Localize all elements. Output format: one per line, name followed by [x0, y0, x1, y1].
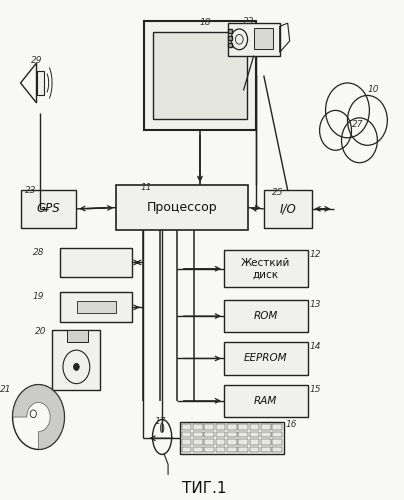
Bar: [77, 302, 116, 314]
Bar: [216, 447, 225, 452]
Bar: [227, 432, 237, 437]
Text: GPS: GPS: [37, 202, 60, 215]
Text: ΤИГ.1: ΤИГ.1: [182, 481, 226, 496]
Bar: [61, 292, 132, 322]
Bar: [272, 432, 282, 437]
Bar: [238, 432, 248, 437]
Bar: [227, 447, 237, 452]
Bar: [261, 424, 271, 430]
Bar: [224, 342, 307, 374]
Text: 28: 28: [32, 248, 44, 256]
Text: 23: 23: [25, 186, 36, 195]
Bar: [193, 447, 203, 452]
Text: 15: 15: [309, 384, 321, 394]
Bar: [238, 424, 248, 430]
Bar: [180, 422, 284, 454]
Bar: [193, 432, 203, 437]
Text: 14: 14: [309, 342, 321, 351]
Text: RAM: RAM: [254, 396, 278, 406]
Bar: [250, 439, 259, 445]
Bar: [227, 424, 237, 430]
Bar: [254, 28, 274, 49]
Bar: [250, 424, 259, 430]
Bar: [261, 447, 271, 452]
Text: 29: 29: [31, 56, 42, 64]
Bar: [21, 190, 76, 228]
Text: 20: 20: [34, 328, 46, 336]
Bar: [238, 447, 248, 452]
Text: 13: 13: [309, 300, 321, 309]
Bar: [53, 330, 100, 390]
Bar: [216, 424, 225, 430]
Text: 27: 27: [351, 120, 363, 130]
Text: EEPROM: EEPROM: [244, 354, 288, 364]
Bar: [261, 439, 271, 445]
Bar: [272, 424, 282, 430]
Text: ROM: ROM: [254, 311, 278, 321]
Text: 19: 19: [32, 292, 44, 302]
Bar: [227, 439, 237, 445]
Bar: [224, 250, 307, 288]
Text: Процессор: Процессор: [147, 201, 217, 214]
Bar: [61, 248, 132, 278]
Bar: [250, 432, 259, 437]
Bar: [153, 32, 247, 120]
Text: 21: 21: [0, 384, 11, 394]
Bar: [193, 424, 203, 430]
Bar: [238, 439, 248, 445]
Bar: [182, 432, 191, 437]
Bar: [216, 432, 225, 437]
Text: 18: 18: [200, 18, 211, 27]
Bar: [204, 447, 214, 452]
Text: 12: 12: [309, 250, 321, 259]
Text: 10: 10: [367, 86, 379, 94]
Bar: [116, 185, 248, 230]
Bar: [216, 439, 225, 445]
Circle shape: [74, 364, 79, 370]
Bar: [67, 330, 88, 342]
Text: Жесткий
диск: Жесткий диск: [241, 258, 290, 280]
Text: 23: 23: [244, 17, 255, 26]
Bar: [272, 439, 282, 445]
Text: 25: 25: [272, 188, 283, 196]
Wedge shape: [13, 384, 64, 450]
Bar: [224, 384, 307, 417]
Bar: [264, 190, 311, 228]
Bar: [224, 300, 307, 332]
Bar: [261, 432, 271, 437]
Bar: [272, 447, 282, 452]
Text: 17: 17: [154, 417, 166, 426]
Text: 16: 16: [286, 420, 297, 428]
Bar: [204, 432, 214, 437]
Bar: [204, 439, 214, 445]
Bar: [250, 447, 259, 452]
Bar: [36, 70, 44, 96]
Bar: [182, 439, 191, 445]
Bar: [193, 439, 203, 445]
Bar: [144, 20, 256, 130]
Bar: [182, 447, 191, 452]
Bar: [182, 424, 191, 430]
Text: 11: 11: [140, 182, 152, 192]
Text: I/O: I/O: [279, 202, 296, 215]
Bar: [204, 424, 214, 430]
Ellipse shape: [160, 424, 164, 432]
Bar: [228, 23, 280, 56]
